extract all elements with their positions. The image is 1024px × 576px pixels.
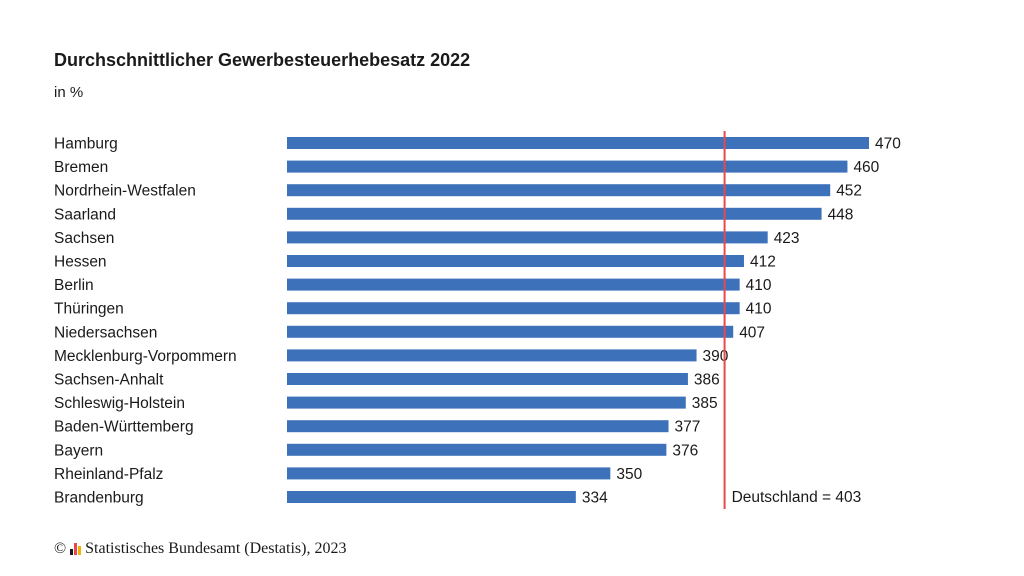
bar (287, 443, 667, 456)
value-label: 386 (694, 372, 720, 389)
bar (287, 349, 697, 362)
category-label: Bremen (54, 159, 108, 176)
bar (287, 278, 740, 291)
logo-bar-3 (78, 546, 82, 555)
bar (287, 302, 740, 315)
value-label: 376 (672, 442, 698, 459)
value-label: 410 (746, 301, 772, 318)
logo-bar-1 (70, 549, 74, 555)
value-label: 390 (703, 348, 729, 365)
category-label: Hessen (54, 254, 107, 271)
bar (287, 491, 576, 503)
bar (287, 255, 744, 267)
bar (287, 137, 869, 149)
category-label: Hamburg (54, 136, 118, 153)
value-label: 410 (746, 277, 772, 294)
chart-subtitle: in % (54, 84, 84, 101)
bar (287, 373, 688, 385)
value-label: 385 (692, 395, 718, 412)
bar (287, 184, 831, 197)
value-label: 407 (739, 324, 765, 341)
category-label: Bayern (54, 442, 103, 459)
chart-title: Durchschnittlicher Gewerbesteuerhebesatz… (54, 50, 471, 70)
category-label: Niedersachsen (54, 324, 157, 341)
source-footer: © Statistisches Bundesamt (Destatis), 20… (54, 540, 346, 558)
bar (287, 396, 686, 409)
bar (287, 231, 768, 244)
value-label: 460 (853, 159, 879, 176)
category-label: Saarland (54, 206, 116, 223)
category-label: Berlin (54, 277, 94, 294)
logo-bar-2 (74, 543, 78, 555)
value-label: 334 (582, 490, 608, 507)
source-text: Statistisches Bundesamt (Destatis), 2023 (85, 540, 347, 557)
bar (287, 325, 734, 338)
category-label: Sachsen-Anhalt (54, 372, 164, 389)
bar (287, 467, 611, 480)
copyright-symbol: © (54, 540, 67, 557)
bar (287, 207, 822, 220)
value-label: 448 (828, 206, 854, 223)
category-label: Thüringen (54, 301, 124, 318)
category-label: Sachsen (54, 230, 114, 247)
value-label: 423 (774, 230, 800, 247)
category-label: Schleswig-Holstein (54, 395, 185, 412)
category-label: Baden-Württemberg (54, 419, 194, 436)
value-label: 350 (616, 466, 642, 483)
value-label: 412 (750, 254, 776, 271)
value-label: 470 (875, 136, 901, 153)
value-label: 452 (836, 183, 862, 200)
bar (287, 420, 669, 433)
category-label: Mecklenburg-Vorpommern (54, 348, 237, 365)
value-label: 377 (675, 419, 701, 436)
destatis-logo-icon (70, 543, 82, 555)
category-label: Nordrhein-Westfalen (54, 183, 196, 200)
bar (287, 160, 848, 173)
category-label: Brandenburg (54, 490, 144, 507)
category-label: Rheinland-Pfalz (54, 466, 163, 483)
reference-label: Deutschland = 403 (732, 489, 862, 506)
